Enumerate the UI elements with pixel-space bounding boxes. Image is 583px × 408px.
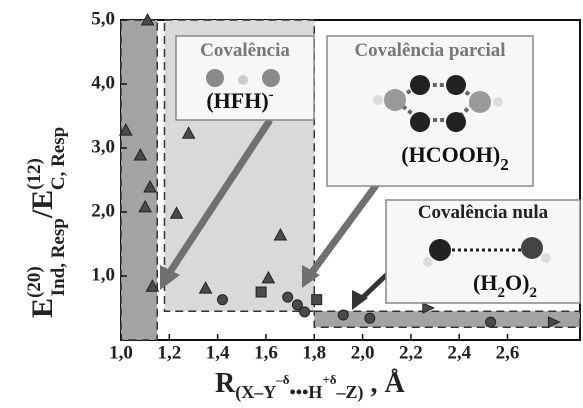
molecule-subscript: 2 xyxy=(500,155,509,174)
atom xyxy=(373,95,383,105)
x-tick-label: 2,0 xyxy=(351,342,375,363)
point xyxy=(138,199,153,213)
x-tick-label: 1,8 xyxy=(302,342,326,363)
point xyxy=(422,302,436,314)
annotation-label: Covalência xyxy=(200,40,290,61)
molecule-text: (HCOOH) xyxy=(401,142,500,167)
point xyxy=(198,281,213,294)
molecule-superscript: - xyxy=(269,87,274,103)
x-tick-label: 2,6 xyxy=(496,342,520,363)
y-label-part: (12) xyxy=(24,158,45,190)
point xyxy=(140,12,155,26)
arrowhead xyxy=(160,265,180,290)
molecule-text: O) xyxy=(505,270,529,295)
molecule-subscript: 2 xyxy=(498,285,506,301)
point xyxy=(133,147,148,161)
annotation-label: Covalência parcial xyxy=(354,40,505,61)
point xyxy=(216,294,228,306)
point xyxy=(261,270,276,284)
molecule-text: (H xyxy=(473,270,497,295)
arrow xyxy=(165,118,273,277)
y-label-part: Ind, Resp xyxy=(48,218,69,296)
point xyxy=(485,316,497,328)
molecule-label: (H2O)2 xyxy=(473,270,537,301)
annotation-label: Covalência nula xyxy=(418,202,549,223)
atom xyxy=(469,91,491,113)
region xyxy=(313,310,581,328)
atom xyxy=(384,89,406,111)
x-label-part: (X–Y xyxy=(235,382,276,403)
x-label-part: •••H xyxy=(289,382,322,402)
point xyxy=(273,227,288,241)
y-label-part: (20) xyxy=(24,266,45,298)
annotation-h2o: Covalência nula (H2O)2 xyxy=(385,199,581,304)
y-tick-label: 4,0 xyxy=(91,72,115,93)
marks xyxy=(118,12,561,328)
arrowhead xyxy=(352,290,368,310)
annotation-hfh: Covalência (HFH)- xyxy=(175,35,315,121)
atom xyxy=(541,253,551,263)
point xyxy=(118,123,133,136)
x-tick-label: 1,2 xyxy=(157,342,181,363)
arrow xyxy=(307,177,383,278)
atom xyxy=(410,112,430,132)
atom xyxy=(493,97,503,107)
x-label-part: , Å xyxy=(364,368,406,399)
atom xyxy=(206,69,224,87)
y-label-part: /E xyxy=(26,190,59,219)
x-tick-label: 2,4 xyxy=(447,342,471,363)
atom xyxy=(262,69,280,87)
atom xyxy=(238,75,248,85)
point xyxy=(547,316,561,328)
y-tick-label: 5,0 xyxy=(91,8,115,29)
point xyxy=(337,309,349,321)
atom xyxy=(410,75,430,95)
x-tick-label: 1,4 xyxy=(206,342,230,363)
point xyxy=(145,279,160,292)
point xyxy=(299,306,311,318)
point xyxy=(311,294,323,306)
x-label-part: –Z) xyxy=(336,382,364,403)
point xyxy=(291,299,303,311)
y-label-part: C, Resp xyxy=(48,127,69,190)
molecule-label: (HFH)- xyxy=(206,87,273,113)
x-label-part: +δ xyxy=(322,372,336,387)
y-tick-label: 3,0 xyxy=(91,136,115,157)
point xyxy=(181,126,196,139)
atom xyxy=(446,75,466,95)
y-label-part: E xyxy=(26,298,59,318)
region xyxy=(120,19,158,341)
atom xyxy=(423,257,433,267)
atom xyxy=(429,239,451,261)
point xyxy=(143,179,157,193)
y-axis-label: E(20) Ind, Resp/E(12) C, Resp xyxy=(24,127,69,318)
arrowhead xyxy=(302,265,320,288)
x-tick-label: 1,0 xyxy=(109,342,133,363)
atom xyxy=(446,112,466,132)
molecule-label: (HCOOH)2 xyxy=(401,142,509,174)
point xyxy=(169,206,184,219)
point xyxy=(282,291,294,303)
x-label-part: R xyxy=(215,368,236,399)
molecule-subscript: 2 xyxy=(529,285,537,301)
arrows xyxy=(160,118,402,310)
annotation-hcooh: Covalência parcial (HCOOH)2 xyxy=(326,35,534,187)
x-label-part: –δ xyxy=(275,372,290,387)
y-tick-label: 2,0 xyxy=(91,200,115,221)
annotation-box xyxy=(326,35,534,187)
x-axis-label: R(X–Y–δ•••H+δ–Z) , Å xyxy=(215,368,406,403)
atom xyxy=(521,237,543,259)
point xyxy=(364,312,376,324)
molecule-text: (HFH) xyxy=(206,88,268,113)
x-tick-label: 2,2 xyxy=(399,342,423,363)
x-tick-label: 1,6 xyxy=(254,342,278,363)
point xyxy=(255,286,267,298)
y-tick-label: 1,0 xyxy=(91,264,115,285)
